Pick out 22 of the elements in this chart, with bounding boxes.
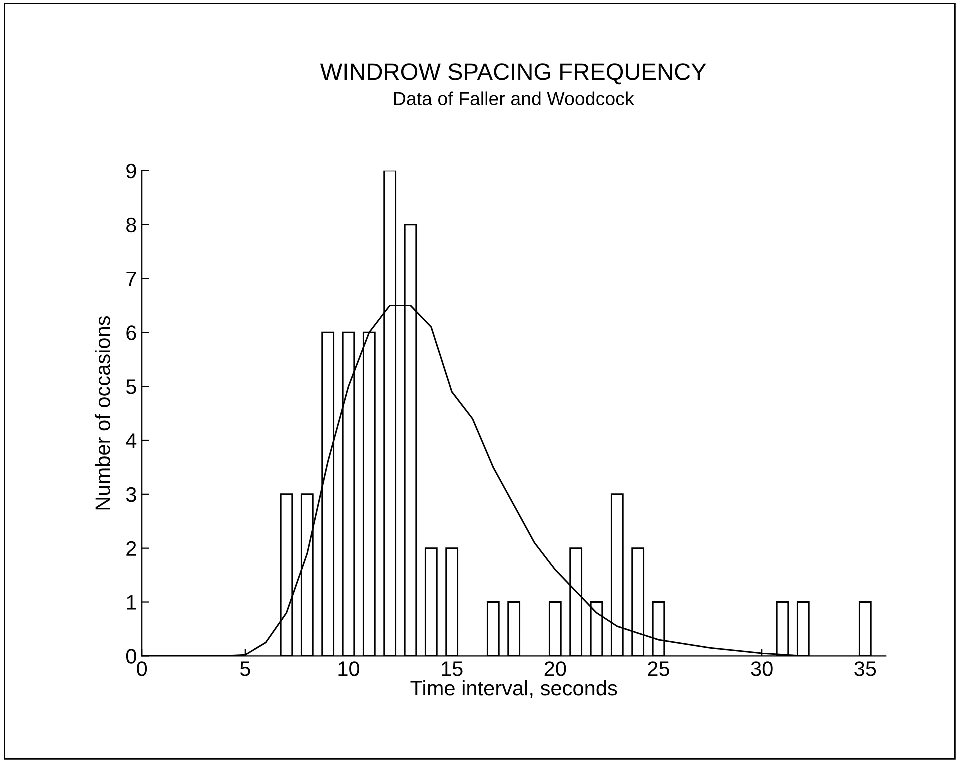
y-tick-label: 2	[126, 541, 136, 556]
y-tick-label: 9	[126, 164, 136, 179]
y-tick-label: 0	[126, 649, 136, 664]
y-tick-label: 3	[126, 487, 136, 502]
y-tick-label: 6	[126, 326, 136, 340]
x-tick-label: 5	[240, 662, 250, 676]
x-tick-label: 0	[137, 662, 148, 676]
x-tick-label: 30	[751, 662, 773, 676]
chart-subtitle: Data of Faller and Woodcock	[394, 92, 634, 106]
y-axis-title: Number of occasions	[95, 316, 110, 510]
x-axis-title: Time interval, seconds	[410, 680, 618, 698]
x-tick-label: 10	[338, 662, 360, 676]
y-tick-label: 7	[126, 272, 136, 286]
y-tick-label: 4	[126, 434, 137, 448]
y-tick-label: 1	[127, 595, 136, 610]
y-tick-label: 8	[126, 218, 136, 233]
y-tick-label: 5	[126, 380, 136, 394]
x-tick-label: 25	[648, 662, 670, 676]
x-tick-label: 15	[442, 662, 463, 676]
x-tick-label: 35	[854, 662, 876, 676]
chart-title: WINDROW SPACING FREQUENCY	[320, 64, 706, 85]
x-tick-label: 20	[544, 662, 566, 676]
